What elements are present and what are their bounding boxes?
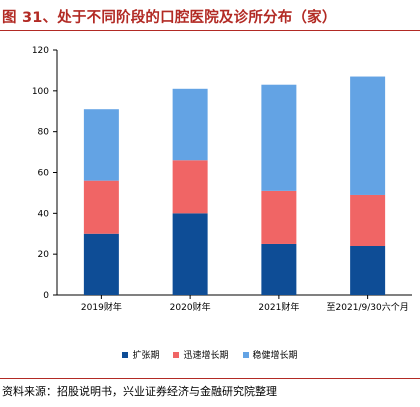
- bar-segment-2-2: [172, 160, 208, 214]
- bar-segment-3-4: [350, 76, 386, 195]
- figure-title: 图 31、处于不同阶段的口腔医院及诊所分布（家）: [2, 10, 337, 26]
- legend-label: 稳健增长期: [252, 351, 298, 361]
- x-tick-label: 至2021/9/30六个月: [327, 301, 409, 313]
- bar-segment-1-4: [350, 246, 386, 295]
- x-tick-label: 2019财年: [81, 301, 122, 313]
- y-tick-label: 80: [38, 128, 50, 138]
- bar-segment-1-3: [261, 243, 297, 295]
- legend-item-3: 稳健增长期: [242, 348, 298, 361]
- x-tick-label: 2020财年: [170, 301, 211, 313]
- y-tick-label: 100: [32, 87, 49, 97]
- chart-legend: 扩张期 迅速增长期 稳健增长期: [0, 348, 420, 361]
- bar-segment-2-1: [83, 180, 119, 234]
- bar-segment-3-2: [172, 88, 208, 161]
- legend-item-2: 迅速增长期: [173, 348, 229, 361]
- title-divider: [0, 30, 420, 31]
- y-tick-label: 120: [32, 46, 49, 56]
- y-tick-label: 60: [38, 169, 50, 179]
- bar-segment-2-4: [350, 194, 386, 246]
- source-note: 资料来源：招股说明书，兴业证券经济与金融研究院整理: [2, 385, 277, 398]
- x-tick-label: 2021财年: [258, 301, 299, 313]
- legend-swatch: [122, 351, 129, 358]
- x-tick-labels: 2019财年 2020财年 2021财年 至2021/9/30六个月: [81, 301, 409, 313]
- legend-swatch: [173, 351, 180, 358]
- bar-segment-2-3: [261, 190, 297, 244]
- legend-label: 扩张期: [132, 351, 160, 361]
- legend-item-1: 扩张期: [122, 348, 159, 361]
- bar-segment-1-2: [172, 213, 208, 295]
- bar-segment-1-1: [83, 233, 119, 295]
- bar-segment-3-3: [261, 84, 297, 191]
- y-tick-label: 0: [43, 291, 49, 301]
- bar-segment-3-1: [83, 109, 119, 181]
- y-tick-label: 20: [38, 250, 50, 260]
- legend-label: 迅速增长期: [183, 351, 229, 361]
- bar-layer: [83, 76, 386, 295]
- stacked-bar-chart: 0 20 40 60 80 100 120 2019财年 2020财年 2021财年 至2021/…: [32, 46, 412, 313]
- legend-swatch: [242, 351, 249, 358]
- y-tick-label: 40: [38, 209, 50, 219]
- source-divider: [0, 378, 420, 379]
